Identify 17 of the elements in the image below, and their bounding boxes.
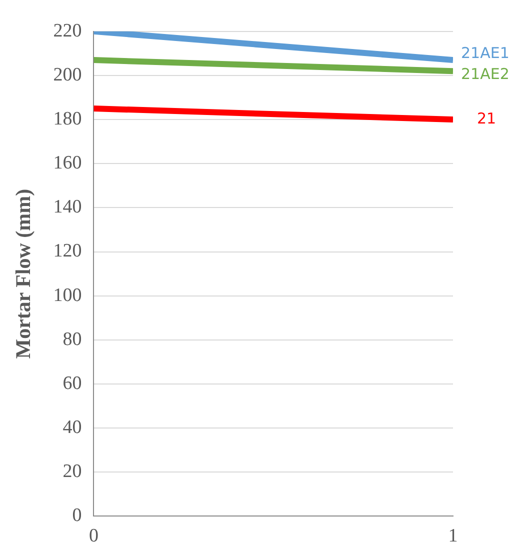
y-tick-label: 140 <box>53 196 82 218</box>
y-tick-label: 180 <box>53 108 82 130</box>
y-tick-label: 160 <box>53 152 82 174</box>
y-tick-label: 40 <box>62 417 82 438</box>
y-tick-label: 60 <box>62 372 82 394</box>
y-tick-label: 120 <box>53 240 82 262</box>
y-tick-label: 80 <box>62 328 82 350</box>
series-label: 21AE1 <box>461 44 510 62</box>
x-tick-label: 1 <box>448 526 458 547</box>
series-label: 21AE2 <box>461 64 510 83</box>
y-tick-label: 0 <box>72 505 82 526</box>
y-tick-label: 220 <box>53 20 82 42</box>
series-label: 21 <box>477 109 496 128</box>
y-axis-title: Mortar Flow (mm) <box>11 188 36 359</box>
y-tick-label: 20 <box>62 461 82 482</box>
y-tick-label: 200 <box>53 64 82 86</box>
y-tick-label: 100 <box>53 284 82 306</box>
